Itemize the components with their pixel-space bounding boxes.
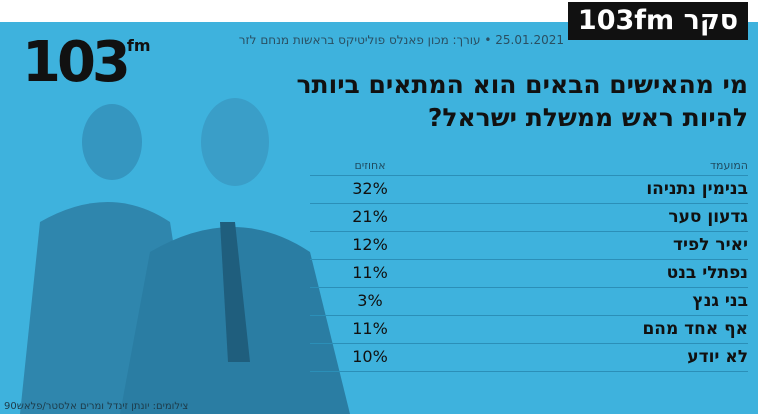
table-row: לא יודע 10% (310, 344, 748, 372)
percentage: 12% (352, 235, 388, 254)
table-row: בני גנץ 3% (310, 288, 748, 316)
percentage: 21% (352, 207, 388, 226)
candidate-name: גדעון סער (668, 207, 748, 227)
header-cell: אחוזים (354, 159, 386, 172)
percentage: 3% (357, 291, 383, 310)
badge: סקר 103fm (568, 2, 748, 40)
title-line: מי מהאישים הבאים הוא המתאים ביותר (296, 70, 748, 99)
candidate-name: לא יודע (687, 347, 748, 367)
title-line: להיות ראש ממשלת ישראל? (427, 103, 748, 132)
candidate-name: נפתלי בנט (666, 263, 748, 283)
table-row: בנימין נתניהו 32% (310, 176, 748, 204)
header-cell: המועמד (709, 159, 748, 172)
photo-credit: צילומים: יונתן זינדל ומרים אלסטר/פלאש90 (4, 401, 189, 412)
candidate-name: בנימין נתניהו (646, 179, 748, 199)
candidate-name: אף אחד מהם (642, 319, 748, 339)
logo-suffix: fm (126, 36, 151, 55)
table-header: המועמד אחוזים (310, 155, 748, 176)
table-row: אף אחד מהם 11% (310, 316, 748, 344)
logo-number: 103 (22, 30, 131, 95)
candidate-name: יאיר לפיד (672, 235, 748, 255)
logo: 103fm (22, 30, 151, 95)
percentage: 32% (352, 179, 388, 198)
percentage: 11% (352, 319, 388, 338)
candidate-name: בני גנץ (692, 291, 748, 311)
percentage: 10% (352, 347, 388, 366)
byline: 25.01.2021 • עורך: מכון פאנלס פוליטיקס ב… (238, 33, 564, 47)
table-row: נפתלי בנט 11% (310, 260, 748, 288)
percentage: 11% (352, 263, 388, 282)
photo-silhouettes (20, 98, 350, 414)
table-row: גדעון סער 21% (310, 204, 748, 232)
table-row: יאיר לפיד 12% (310, 232, 748, 260)
